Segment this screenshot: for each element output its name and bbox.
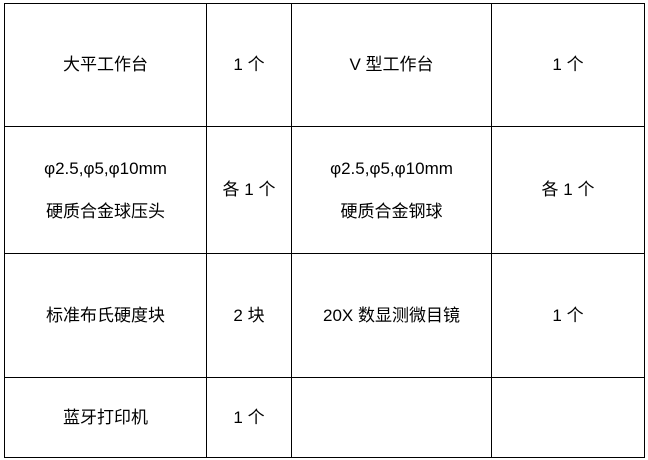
qty-cell: 2 块	[206, 253, 292, 378]
item-name: 20X 数显测微目镜	[323, 305, 460, 325]
item-name: 标准布氏硬度块	[46, 305, 165, 325]
item-name: V 型工作台	[349, 55, 434, 75]
item-quantity: 各 1 个	[222, 180, 276, 200]
qty-cell: 各 1 个	[491, 126, 645, 254]
item-quantity: 2 块	[233, 305, 265, 325]
table-row: 蓝牙打印机 1 个	[4, 377, 645, 458]
accessory-table-container: 大平工作台 1 个 V 型工作台 1 个 φ2.5,φ5,φ10mm 硬质合金球…	[4, 3, 645, 458]
item-name-line-2: 硬质合金钢球	[340, 202, 443, 221]
qty-cell: 1 个	[206, 377, 292, 458]
table-row: 大平工作台 1 个 V 型工作台 1 个	[4, 3, 645, 127]
item-cell: 蓝牙打印机	[4, 377, 207, 458]
item-quantity: 1 个	[552, 55, 584, 75]
item-cell-empty	[291, 377, 492, 458]
item-cell: 大平工作台	[4, 3, 207, 127]
qty-cell: 1 个	[491, 3, 645, 127]
item-cell: 标准布氏硬度块	[4, 253, 207, 378]
qty-cell: 1 个	[491, 253, 645, 378]
item-cell: V 型工作台	[291, 3, 492, 127]
item-cell: 20X 数显测微目镜	[291, 253, 492, 378]
qty-cell: 各 1 个	[206, 126, 292, 254]
table-row: φ2.5,φ5,φ10mm 硬质合金球压头 各 1 个 φ2.5,φ5,φ10m…	[4, 126, 645, 254]
qty-cell: 1 个	[206, 3, 292, 127]
accessory-table: 大平工作台 1 个 V 型工作台 1 个 φ2.5,φ5,φ10mm 硬质合金球…	[4, 3, 645, 458]
item-quantity: 1 个	[233, 407, 265, 427]
item-cell: φ2.5,φ5,φ10mm 硬质合金球压头	[4, 126, 207, 254]
table-row: 标准布氏硬度块 2 块 20X 数显测微目镜 1 个	[4, 253, 645, 378]
item-quantity: 1 个	[552, 305, 584, 325]
qty-cell-empty	[491, 377, 645, 458]
item-quantity: 1 个	[233, 55, 265, 75]
item-name: 蓝牙打印机	[63, 407, 148, 427]
item-quantity: 各 1 个	[541, 180, 595, 200]
item-cell: φ2.5,φ5,φ10mm 硬质合金钢球	[291, 126, 492, 254]
item-name: 大平工作台	[63, 55, 148, 75]
item-name-line-1: φ2.5,φ5,φ10mm	[330, 158, 453, 178]
item-name-line-2: 硬质合金球压头	[46, 202, 165, 221]
item-name-line-1: φ2.5,φ5,φ10mm	[44, 158, 167, 178]
